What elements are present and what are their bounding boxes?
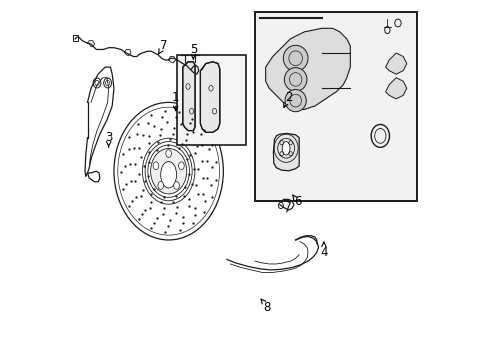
Text: 8: 8	[263, 301, 270, 314]
Text: 2: 2	[285, 91, 292, 104]
Text: 4: 4	[320, 246, 327, 259]
Ellipse shape	[150, 148, 186, 194]
Ellipse shape	[173, 181, 179, 189]
Ellipse shape	[284, 68, 306, 91]
Ellipse shape	[370, 125, 389, 147]
Text: 5: 5	[189, 43, 197, 56]
Polygon shape	[200, 62, 219, 132]
Text: 3: 3	[105, 131, 112, 144]
Bar	[255, 12, 417, 201]
Ellipse shape	[165, 150, 171, 157]
Ellipse shape	[283, 45, 307, 71]
Polygon shape	[385, 53, 406, 74]
Ellipse shape	[277, 138, 294, 158]
Ellipse shape	[282, 141, 289, 155]
Bar	[73, 35, 78, 41]
Ellipse shape	[285, 90, 305, 112]
Polygon shape	[183, 62, 195, 131]
Ellipse shape	[153, 162, 159, 170]
Text: 7: 7	[159, 40, 167, 53]
Polygon shape	[385, 78, 406, 99]
Polygon shape	[273, 134, 299, 171]
Ellipse shape	[158, 181, 163, 189]
Polygon shape	[265, 28, 349, 109]
Bar	[177, 55, 246, 145]
Ellipse shape	[178, 162, 184, 170]
Ellipse shape	[374, 129, 385, 143]
Text: 6: 6	[293, 195, 301, 208]
Text: 1: 1	[172, 91, 179, 104]
Ellipse shape	[161, 162, 176, 188]
